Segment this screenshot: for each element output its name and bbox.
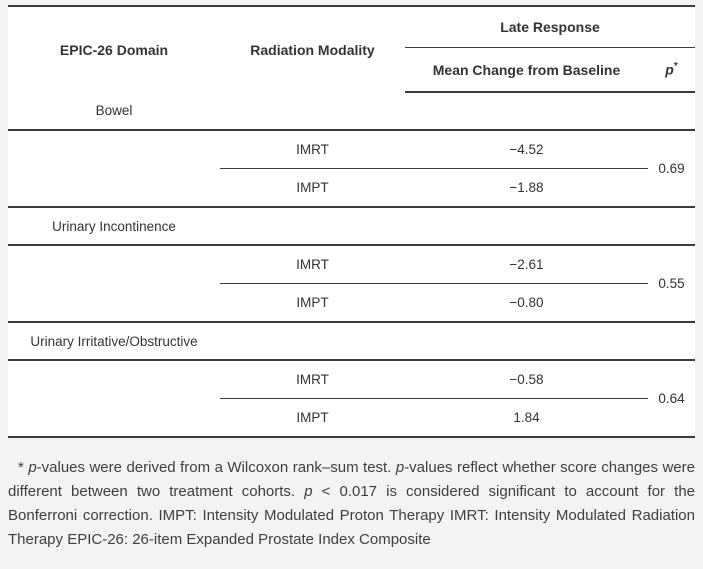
domain-label: Urinary Irritative/Obstructive [8, 322, 220, 361]
mean-change-cell: 1.84 [405, 398, 648, 438]
header-late-response: Late Response [405, 6, 695, 48]
data-row: IMPT 1.84 [8, 398, 695, 438]
footnote-text: * [18, 459, 29, 476]
mean-change-cell: −4.52 [405, 130, 648, 169]
spacer-cell [220, 92, 695, 131]
domain-label: Urinary Incontinence [8, 207, 220, 246]
header-p-value: p* [648, 47, 695, 93]
data-row: IMRT −2.61 0.55 [8, 245, 695, 323]
footnote-italic-p: p [28, 459, 37, 476]
domain-row-urinary-incontinence: Urinary Incontinence [8, 207, 695, 246]
page: EPIC-26 Domain Radiation Modality Late R… [8, 5, 695, 552]
p-value-cell: 0.64 [648, 360, 695, 438]
spacer-cell [220, 322, 695, 361]
spacer-cell [220, 207, 695, 246]
modality-cell: IMPT [220, 283, 405, 323]
modality-cell: IMRT [220, 130, 405, 169]
p-asterisk-footnote-marker: * [673, 61, 678, 73]
domain-row-bowel: Bowel [8, 92, 695, 131]
p-label: p [665, 61, 674, 78]
mean-change-cell: −1.88 [405, 168, 648, 208]
p-value-cell: 0.69 [648, 130, 695, 208]
footnote-text: < 0.017 is considered significant to acc… [8, 483, 696, 548]
data-row: IMRT −4.52 0.69 [8, 130, 695, 208]
footnote-italic-p: p [395, 459, 405, 476]
domain-row-urinary-irritative-obstructive: Urinary Irritative/Obstructive [8, 322, 695, 361]
modality-cell: IMPT [220, 168, 405, 208]
data-row: IMRT −0.58 0.64 [8, 360, 695, 438]
data-row: IMPT −0.80 [8, 283, 695, 323]
header-epic26-domain: EPIC-26 Domain [59, 41, 169, 58]
data-row: IMPT −1.88 [8, 168, 695, 208]
footnote-italic-p: p [304, 483, 313, 500]
domain-label: Bowel [8, 92, 220, 131]
mean-change-cell: −0.80 [405, 283, 648, 323]
results-table: EPIC-26 Domain Radiation Modality Late R… [8, 5, 695, 438]
modality-cell: IMPT [220, 398, 405, 438]
footnote: * p-values were derived from a Wilcoxon … [8, 456, 695, 552]
modality-cell: IMRT [220, 360, 405, 399]
footnote-text: -values reflect whether score changes we… [8, 459, 695, 500]
p-value-cell: 0.55 [648, 245, 695, 323]
mean-change-cell: −2.61 [405, 245, 648, 284]
header-radiation-modality: Radiation Modality [250, 41, 375, 58]
spacer-cell [8, 130, 220, 169]
spacer-cell [8, 283, 220, 323]
modality-cell: IMRT [220, 245, 405, 284]
spacer-cell [8, 168, 220, 208]
spacer-cell [8, 360, 220, 399]
footnote-text: -values were derived from a Wilcoxon ran… [36, 459, 396, 476]
mean-change-cell: −0.58 [405, 360, 648, 399]
header-mean-change-from-baseline: Mean Change from Baseline [405, 47, 648, 93]
spacer-cell [8, 245, 220, 284]
spacer-cell [8, 398, 220, 438]
